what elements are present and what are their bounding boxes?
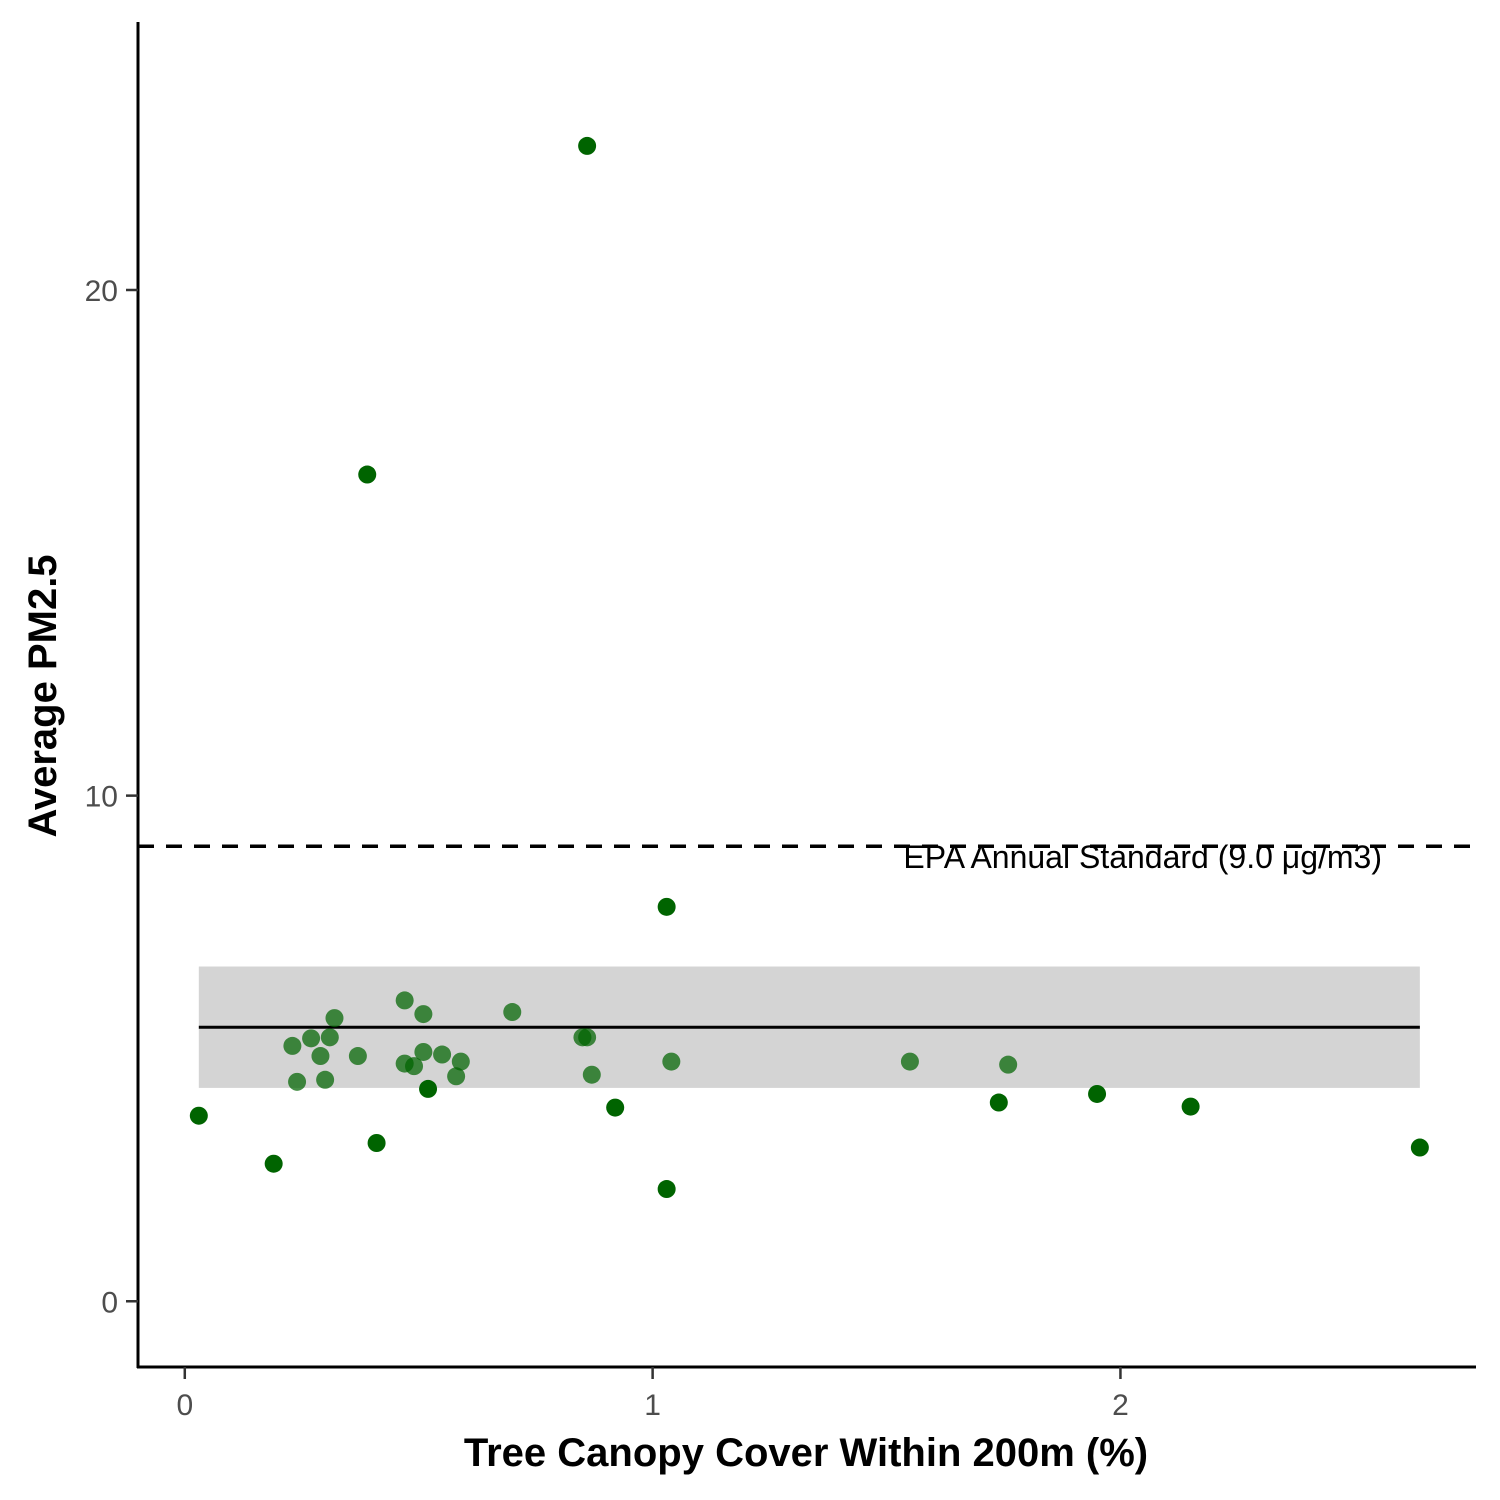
data-point-11: [367, 1134, 386, 1153]
data-point-3: [288, 1072, 307, 1091]
data-point-12: [395, 991, 414, 1010]
data-point-9: [348, 1047, 367, 1066]
data-point-14: [405, 1057, 424, 1076]
axes-layer: 0 10 20 0 1 2: [85, 22, 1476, 1422]
data-point-4: [302, 1029, 321, 1048]
data-point-6: [316, 1070, 335, 1089]
data-point-19: [447, 1067, 466, 1086]
data-point-16: [414, 1042, 433, 1061]
data-point-27: [657, 897, 676, 916]
data-point-23: [578, 136, 597, 155]
data-point-30: [900, 1052, 919, 1071]
data-point-34: [1181, 1097, 1200, 1116]
data-point-21: [503, 1003, 522, 1022]
x-tick-label: 0: [176, 1389, 193, 1422]
x-tick-label: 1: [644, 1389, 661, 1422]
data-point-35: [1410, 1138, 1429, 1157]
data-point-32: [999, 1055, 1018, 1074]
data-point-29: [662, 1052, 681, 1071]
data-point-24: [578, 1028, 597, 1047]
data-point-5: [311, 1047, 330, 1066]
points-layer: [189, 136, 1429, 1199]
data-point-10: [358, 465, 377, 484]
data-point-7: [320, 1028, 339, 1047]
data-point-28: [657, 1180, 676, 1199]
data-point-15: [414, 1005, 433, 1024]
y-tick-label: 0: [101, 1286, 118, 1319]
y-tick-label: 10: [85, 781, 118, 814]
data-point-31: [989, 1093, 1008, 1112]
y-tick-label: 20: [85, 275, 118, 308]
x-axis-title: Tree Canopy Cover Within 200m (%): [464, 1431, 1148, 1475]
data-point-17: [419, 1079, 438, 1098]
data-point-26: [606, 1098, 625, 1117]
x-tick-label: 2: [1112, 1389, 1129, 1422]
data-point-18: [433, 1045, 452, 1064]
reference-line-label: EPA Annual Standard (9.0 μg/m3): [903, 839, 1382, 875]
data-point-2: [283, 1036, 302, 1055]
data-point-8: [325, 1009, 344, 1028]
data-point-33: [1088, 1084, 1107, 1103]
data-point-25: [582, 1065, 601, 1084]
data-point-20: [451, 1052, 470, 1071]
y-axis-title: Average PM2.5: [21, 554, 65, 837]
data-point-0: [189, 1106, 208, 1125]
data-point-1: [264, 1154, 283, 1173]
